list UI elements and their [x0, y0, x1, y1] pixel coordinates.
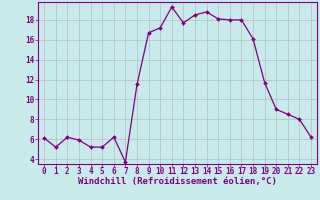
X-axis label: Windchill (Refroidissement éolien,°C): Windchill (Refroidissement éolien,°C) [78, 177, 277, 186]
